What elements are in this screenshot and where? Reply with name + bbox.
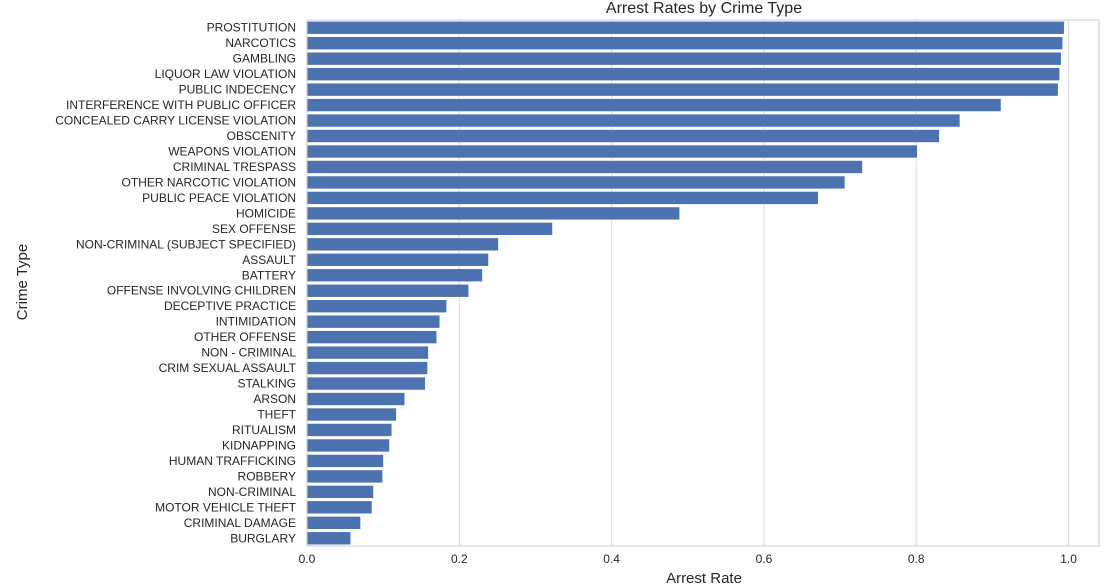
y-tick-label: OBSCENITY (227, 129, 296, 143)
y-tick-label: INTERFERENCE WITH PUBLIC OFFICER (66, 98, 296, 112)
bar (307, 238, 499, 251)
chart-title: Arrest Rates by Crime Type (606, 0, 802, 17)
y-tick-label: OTHER OFFENSE (194, 330, 296, 344)
y-tick-label: ARSON (253, 392, 296, 406)
bar (307, 269, 483, 282)
bar (307, 253, 489, 266)
y-tick-label: NON-CRIMINAL (SUBJECT SPECIFIED) (76, 237, 296, 251)
y-tick-label: LIQUOR LAW VIOLATION (155, 67, 296, 81)
y-tick-label: CRIMINAL TRESPASS (173, 160, 296, 174)
y-tick-label: THEFT (257, 408, 296, 422)
axes-frame (306, 19, 1100, 547)
bar (307, 516, 361, 529)
bar (307, 191, 818, 205)
bar (307, 361, 428, 375)
y-tick-label: PROSTITUTION (207, 21, 296, 35)
bar (307, 346, 429, 359)
x-tick-label: 0.4 (603, 552, 620, 566)
x-tick-labels: 0.0 0.2 0.4 0.6 0.8 1.0 (299, 552, 1078, 566)
y-tick-label: OTHER NARCOTIC VIOLATION (122, 175, 296, 189)
bar (307, 439, 390, 452)
bar (307, 67, 1060, 81)
bar (307, 284, 469, 297)
bar (307, 37, 1063, 50)
x-axis-title: Arrest Rate (666, 570, 742, 586)
bar (307, 52, 1061, 65)
x-tick-label: 0.6 (756, 552, 773, 566)
y-tick-label: BURGLARY (230, 531, 296, 545)
y-tick-label: GAMBLING (233, 52, 296, 66)
y-tick-label: BATTERY (242, 268, 296, 282)
bar (307, 377, 426, 390)
y-tick-label: HUMAN TRAFFICKING (169, 454, 296, 468)
bar (307, 114, 960, 127)
y-tick-label: PUBLIC PEACE VIOLATION (142, 191, 296, 205)
y-tick-label: INTIMIDATION (216, 315, 296, 329)
y-tick-label: RITUALISM (232, 423, 296, 437)
y-tick-label: CRIM SEXUAL ASSAULT (159, 361, 297, 375)
bars (307, 21, 1064, 545)
y-tick-label: CONCEALED CARRY LICENSE VIOLATION (55, 114, 296, 128)
y-tick-label: WEAPONS VIOLATION (168, 145, 296, 159)
bar (307, 222, 553, 236)
y-tick-label: PUBLIC INDECENCY (179, 83, 296, 97)
bar (307, 501, 372, 514)
bar (307, 160, 863, 174)
y-tick-label: DECEPTIVE PRACTICE (164, 299, 296, 313)
bar (307, 392, 405, 406)
y-axis-title: Crime Type (14, 244, 31, 320)
bar (307, 207, 680, 220)
bar (307, 21, 1064, 34)
y-tick-label: KIDNAPPING (222, 438, 296, 452)
y-tick-label: SEX OFFENSE (212, 222, 296, 236)
bar (307, 470, 383, 483)
y-tick-label: NON - CRIMINAL (201, 346, 296, 360)
bar (307, 485, 374, 499)
y-tick-label: NARCOTICS (225, 36, 296, 50)
y-tick-label: ROBBERY (238, 469, 296, 483)
bar (307, 315, 440, 328)
bar (307, 454, 384, 468)
y-tick-label: ASSAULT (242, 253, 296, 267)
bar (307, 98, 1001, 112)
bar (307, 423, 392, 437)
plot-frame (306, 19, 1100, 547)
bar (307, 145, 917, 158)
bar (307, 176, 845, 189)
bar (307, 300, 447, 313)
y-tick-label: NON-CRIMINAL (208, 485, 296, 499)
bar (307, 129, 940, 143)
x-tick-label: 0.0 (299, 552, 316, 566)
bar (307, 408, 397, 421)
x-tick-label: 0.8 (908, 552, 925, 566)
y-tick-label: CRIMINAL DAMAGE (184, 516, 296, 530)
bar (307, 532, 351, 545)
bar (307, 83, 1058, 96)
y-tick-label: MOTOR VEHICLE THEFT (155, 500, 297, 514)
x-tick-label: 1.0 (1060, 552, 1077, 566)
bar (307, 330, 437, 344)
x-tick-label: 0.2 (451, 552, 468, 566)
y-tick-label: STALKING (238, 377, 296, 391)
y-tick-label: HOMICIDE (236, 206, 296, 220)
y-tick-label: OFFENSE INVOLVING CHILDREN (107, 284, 296, 298)
